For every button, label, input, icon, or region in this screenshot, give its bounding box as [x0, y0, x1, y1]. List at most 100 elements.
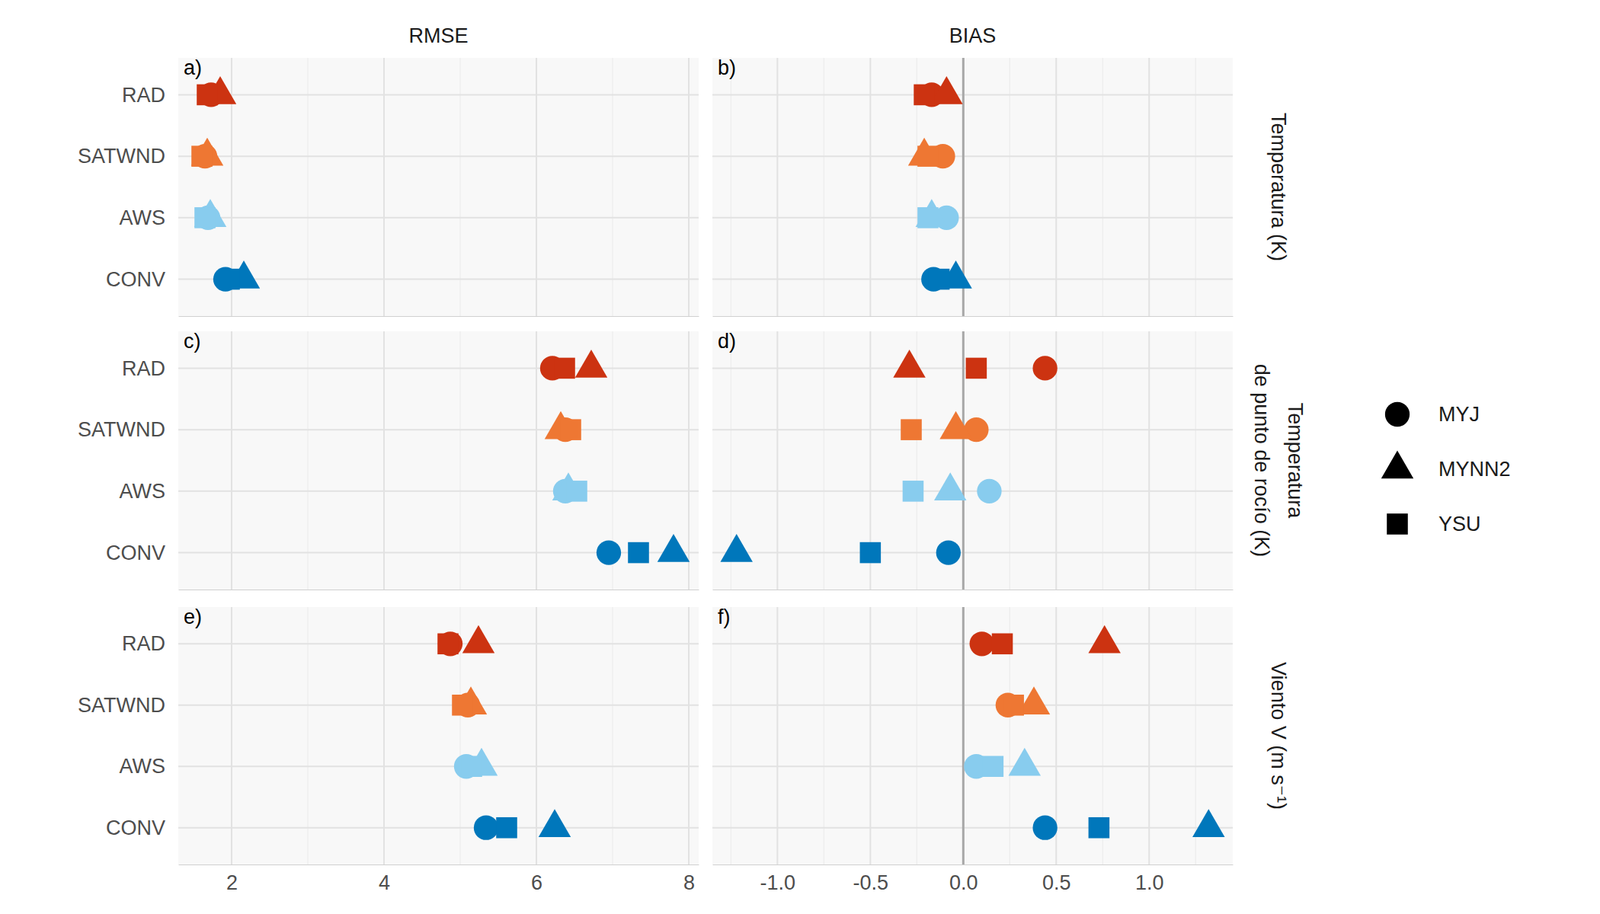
point [939, 411, 972, 440]
tick-label: 8 [683, 871, 695, 895]
grid-line [230, 331, 233, 590]
point [900, 419, 922, 441]
axis-line [713, 864, 1234, 866]
grid-line [712, 217, 1233, 219]
legend-marker [1385, 402, 1410, 427]
grid-line [178, 704, 699, 707]
grid-line [962, 331, 964, 590]
tick: SATWND [77, 418, 179, 442]
grid-line [178, 827, 699, 829]
tick: 0.0 [949, 864, 979, 895]
tick: -0.5 [853, 864, 890, 895]
tick-label: SATWND [77, 418, 166, 442]
grid-line [712, 552, 1233, 554]
grid-line [535, 57, 538, 317]
panel: RADSATWNDAWSCONVc) [77, 329, 700, 591]
tick: 6 [531, 864, 543, 895]
panel-background [178, 607, 699, 865]
minor-grid-line [1195, 607, 1197, 865]
legend-marker [1386, 513, 1408, 535]
tick-label: SATWND [77, 694, 166, 717]
legend-label: MYNN2 [1438, 457, 1511, 481]
point [966, 358, 988, 380]
panel-label: f) [717, 605, 731, 629]
point [913, 84, 935, 106]
tick-label: 4 [378, 871, 391, 895]
point [902, 480, 925, 503]
panel-label: d) [717, 329, 736, 353]
zero-line [962, 331, 965, 590]
points [908, 76, 973, 292]
y-axis [712, 95, 714, 280]
point [936, 540, 961, 565]
facet-title: BIAS [949, 24, 997, 48]
grid-line [383, 331, 385, 590]
tick-label: RAD [121, 83, 166, 107]
point [191, 145, 213, 167]
point [930, 76, 963, 105]
panel: d) [712, 329, 1234, 591]
point [969, 631, 995, 656]
minor-grid-line [307, 57, 308, 317]
point [438, 631, 463, 656]
grid-line [712, 490, 1233, 493]
minor-grid-line [916, 607, 918, 865]
point [627, 542, 650, 564]
minor-grid-line [1195, 331, 1197, 590]
point [1032, 355, 1057, 381]
point [928, 268, 951, 291]
tick-label: RAD [121, 357, 166, 381]
grid-line [178, 93, 699, 96]
grid-line [178, 217, 699, 219]
grid-line [712, 93, 1233, 96]
facet-title: Temperatura (K) [1267, 112, 1290, 262]
grid-line [869, 607, 871, 865]
point [720, 534, 752, 563]
grid-line [776, 607, 778, 865]
grid-line [1148, 607, 1150, 865]
panel: 2468RADSATWNDAWSCONVe) [77, 605, 700, 895]
tick: RAD [121, 83, 179, 107]
tick: CONV [105, 816, 179, 840]
points [963, 625, 1225, 841]
points [720, 349, 1057, 566]
y-axis: RADSATWNDAWSCONV [77, 632, 179, 839]
tick: 4 [378, 864, 391, 895]
tick-label: -1.0 [760, 871, 797, 895]
point [657, 534, 690, 563]
grid-line [776, 57, 778, 317]
tick-label: RAD [121, 632, 166, 656]
minor-grid-line [459, 57, 461, 317]
tick-label: AWS [119, 206, 167, 230]
grid-line [178, 428, 699, 431]
x-axis: -1.0-0.50.00.51.0 [713, 864, 1234, 895]
facet-title: Viento V (m s⁻¹) [1267, 662, 1290, 810]
grid-line [178, 765, 699, 768]
point [1002, 694, 1024, 717]
x-axis [179, 589, 700, 592]
axis-line [179, 316, 700, 317]
minor-grid-line [307, 331, 308, 590]
tick: AWS [119, 480, 180, 503]
axis-line [713, 316, 1234, 317]
legend-marker [1381, 450, 1414, 479]
point [460, 755, 483, 778]
panel: RADSATWNDAWSCONVa) [77, 56, 700, 317]
point [976, 479, 1002, 504]
point [194, 207, 216, 229]
minor-grid-line [823, 331, 825, 590]
minor-grid-line [611, 57, 613, 317]
tick-label: CONV [105, 816, 166, 840]
minor-grid-line [1102, 331, 1104, 590]
panel-label: a) [183, 56, 202, 80]
legend: MYJMYNN2YSU [1381, 402, 1511, 536]
tick: 1.0 [1135, 864, 1165, 895]
minor-grid-line [307, 607, 308, 865]
minor-grid-line [730, 607, 732, 865]
zero-line [962, 607, 965, 865]
grid-line [962, 607, 964, 865]
facet-title-line: Temperatura (K) [1267, 112, 1290, 262]
panel: b) [712, 56, 1234, 317]
tick: RAD [121, 632, 179, 656]
minor-grid-line [730, 57, 732, 317]
